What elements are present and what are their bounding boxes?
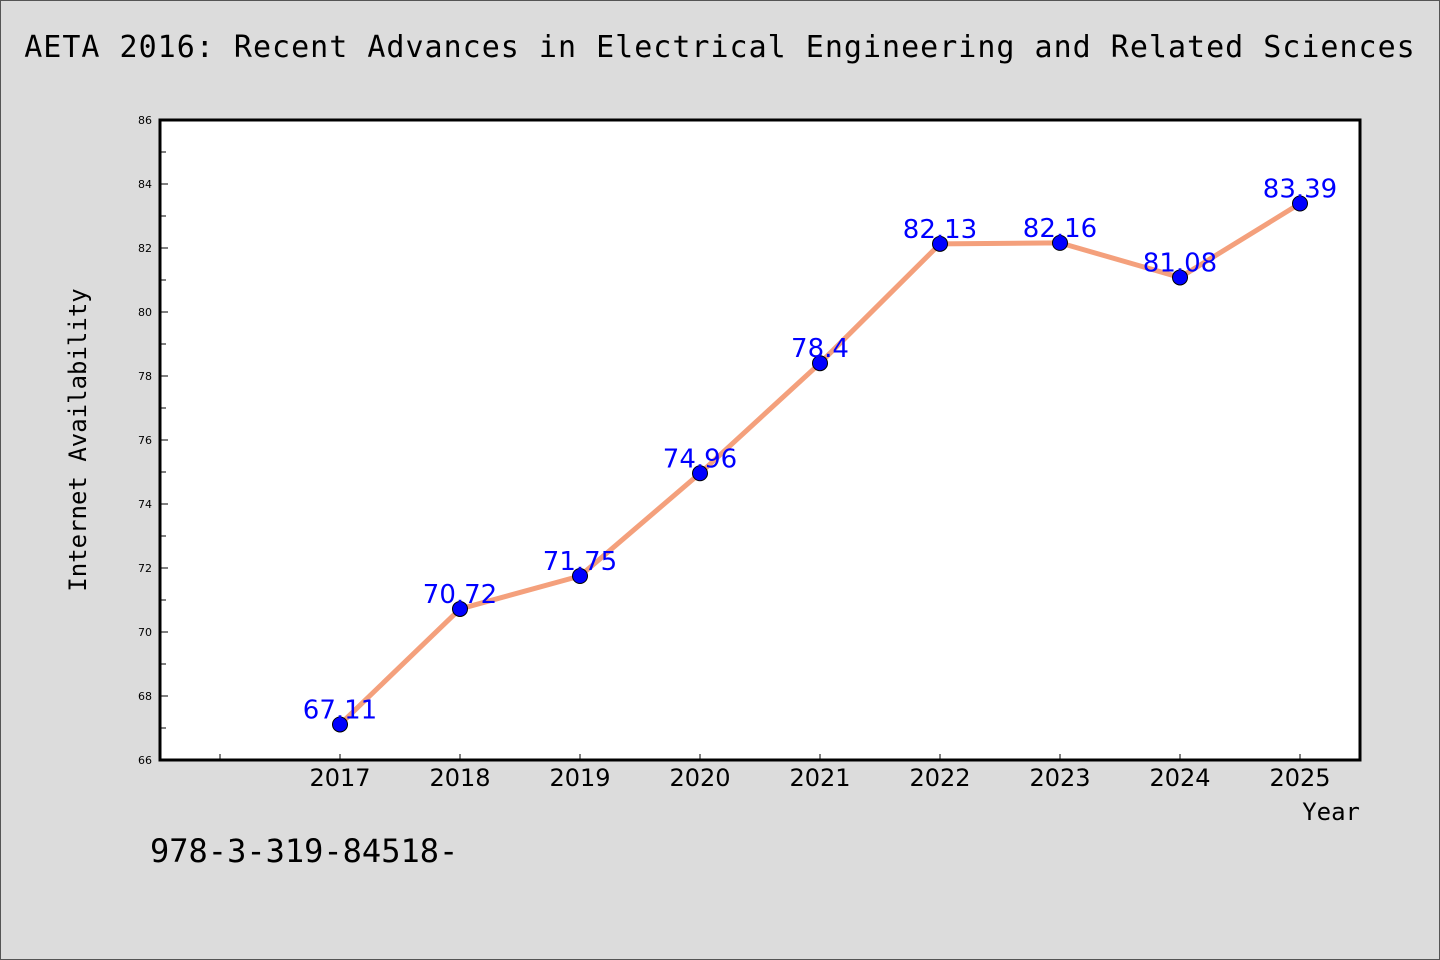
data-point — [452, 600, 468, 617]
data-point — [932, 235, 948, 252]
footer-text: 978-3-319-84518- — [150, 832, 459, 870]
x-tick-label: 2022 — [909, 764, 970, 792]
data-point — [812, 355, 828, 372]
x-tick-label: 2017 — [309, 764, 370, 792]
series-group — [332, 195, 1308, 733]
y-tick-label: 76 — [138, 434, 152, 447]
y-tick-label: 68 — [138, 690, 152, 703]
data-point — [332, 716, 348, 733]
data-label: 82.13 — [903, 215, 977, 245]
x-tick-label: 2019 — [549, 764, 610, 792]
y-tick-label: 74 — [138, 498, 152, 511]
y-tick-label: 82 — [138, 242, 152, 255]
y-tick-label: 86 — [138, 114, 152, 127]
data-point — [1292, 195, 1308, 212]
y-tick-label: 70 — [138, 626, 152, 639]
y-axis-label: Internet Availability — [64, 288, 92, 591]
data-point — [1052, 234, 1068, 251]
data-point — [692, 465, 708, 482]
data-labels: 67.11 70.72 71.75 74.96 78.4 82.13 82.16 81.08 8… — [303, 175, 1337, 726]
data-label: 81.08 — [1143, 248, 1217, 278]
data-label: 83.39 — [1263, 175, 1337, 205]
x-axis-label: Year — [1302, 798, 1360, 826]
data-point — [1172, 269, 1188, 286]
x-tick-label: 2021 — [789, 764, 850, 792]
data-label: 67.11 — [303, 695, 377, 725]
data-label: 78.4 — [791, 334, 849, 364]
data-label: 71.75 — [543, 547, 617, 577]
data-label: 74.96 — [663, 444, 737, 474]
data-label: 82.16 — [1023, 214, 1097, 244]
y-tick-label: 78 — [138, 370, 152, 383]
x-tick-label: 2025 — [1269, 764, 1330, 792]
y-tick-label: 84 — [138, 178, 152, 191]
x-axis-ticks: 2017 2018 2019 2020 2021 2022 2023 2024 2025 — [219, 754, 1331, 792]
x-tick-label: 2024 — [1149, 764, 1210, 792]
chart-title: AETA 2016: Recent Advances in Electrical… — [24, 30, 1416, 65]
x-tick-label: 2023 — [1029, 764, 1090, 792]
x-tick-label: 2020 — [669, 764, 730, 792]
x-tick-label: 2018 — [429, 764, 490, 792]
y-axis-ticks: 66 68 70 72 74 76 78 80 82 84 86 — [138, 114, 168, 767]
data-point — [572, 568, 588, 584]
y-tick-label: 72 — [138, 562, 152, 575]
plot-area — [158, 118, 1362, 762]
y-tick-label: 66 — [138, 754, 152, 767]
y-tick-label: 80 — [138, 306, 152, 319]
data-label: 70.72 — [423, 580, 497, 610]
